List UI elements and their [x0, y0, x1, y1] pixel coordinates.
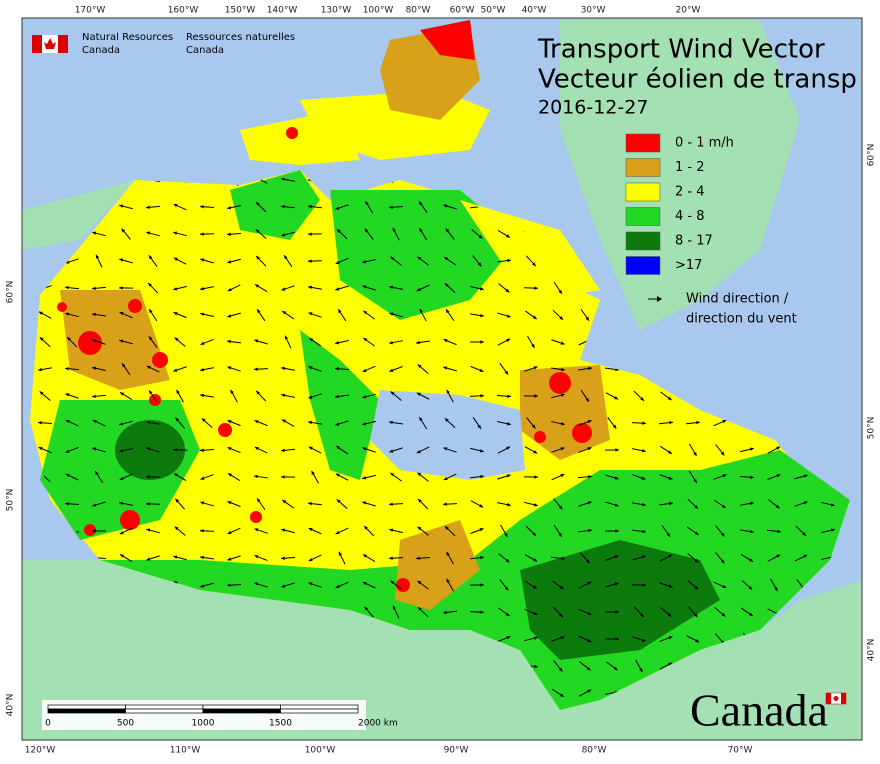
legend-label: 0 - 1 m/h [675, 136, 734, 151]
legend-label: >17 [675, 258, 702, 273]
wordmark-flag [826, 693, 846, 704]
longitude-label: 90°W [444, 746, 469, 756]
legend-swatch [626, 208, 660, 226]
flag-bar [58, 35, 68, 53]
flag-bar [32, 35, 42, 53]
scale-label: 1500 [269, 719, 292, 729]
map-body [22, 18, 862, 740]
legend-label: 8 - 17 [675, 234, 713, 249]
legend-label: direction du vent [686, 312, 797, 327]
agency-en: Natural Resources [82, 32, 173, 43]
scale-label: 500 [117, 719, 134, 729]
longitude-label: 140°W [267, 6, 298, 16]
maple-leaf [834, 696, 839, 701]
longitude-label: 50°W [481, 6, 506, 16]
scale-segment [48, 709, 126, 713]
longitude-label: 60°W [450, 6, 475, 16]
title: Transport Wind Vector [537, 35, 825, 65]
longitude-label: 20°W [676, 6, 701, 16]
legend-swatch [626, 257, 660, 275]
scale-segment [203, 705, 281, 709]
latitude-label: 50°N [6, 489, 16, 512]
scale-segment [281, 709, 359, 713]
longitude-label: 100°W [305, 746, 336, 756]
longitude-label: 100°W [363, 6, 394, 16]
legend-swatch [626, 159, 660, 177]
legend-swatch [626, 183, 660, 201]
legend-label: 1 - 2 [675, 160, 705, 175]
latitude-label: 50°N [867, 417, 877, 440]
agency-en: Canada [82, 45, 120, 56]
longitude-label: 80°W [582, 746, 607, 756]
legend-swatch [626, 134, 660, 152]
longitude-label: 160°W [168, 6, 199, 16]
title: Vecteur éolien de transp [538, 65, 857, 95]
longitude-label: 70°W [728, 746, 753, 756]
wordmark: Canada [690, 685, 828, 736]
longitude-label: 150°W [225, 6, 256, 16]
longitude-label: 120°W [25, 746, 56, 756]
longitude-label: 110°W [170, 746, 201, 756]
agency-fr: Ressources naturelles [186, 32, 295, 43]
longitude-label: 40°W [522, 6, 547, 16]
scale-segment [48, 705, 126, 709]
latitude-label: 60°N [867, 144, 877, 167]
date: 2016-12-27 [538, 97, 648, 119]
scale-label: 2000 km [358, 719, 398, 729]
longitude-label: 130°W [321, 6, 352, 16]
legend-label: Wind direction / [686, 292, 789, 307]
flag-bar [841, 693, 846, 704]
scale-segment [203, 709, 281, 713]
legend-label: 2 - 4 [675, 185, 705, 200]
scale-segment [281, 705, 359, 709]
agency-fr: Canada [186, 45, 224, 56]
latitude-label: 40°N [867, 639, 877, 662]
scale-bar: 0 500 1000 1500 2000 km [42, 700, 398, 730]
longitude-label: 30°W [581, 6, 606, 16]
longitude-label: 80°W [406, 6, 431, 16]
latitude-label: 60°N [6, 281, 16, 304]
scale-label: 0 [45, 719, 51, 729]
scale-segment [126, 709, 204, 713]
legend-label: 4 - 8 [675, 209, 705, 224]
latitude-label: 40°N [6, 694, 16, 717]
scale-segment [126, 705, 204, 709]
scale-label: 1000 [192, 719, 215, 729]
longitude-label: 170°W [75, 6, 106, 16]
flag-bar [826, 693, 831, 704]
legend-swatch [626, 232, 660, 250]
